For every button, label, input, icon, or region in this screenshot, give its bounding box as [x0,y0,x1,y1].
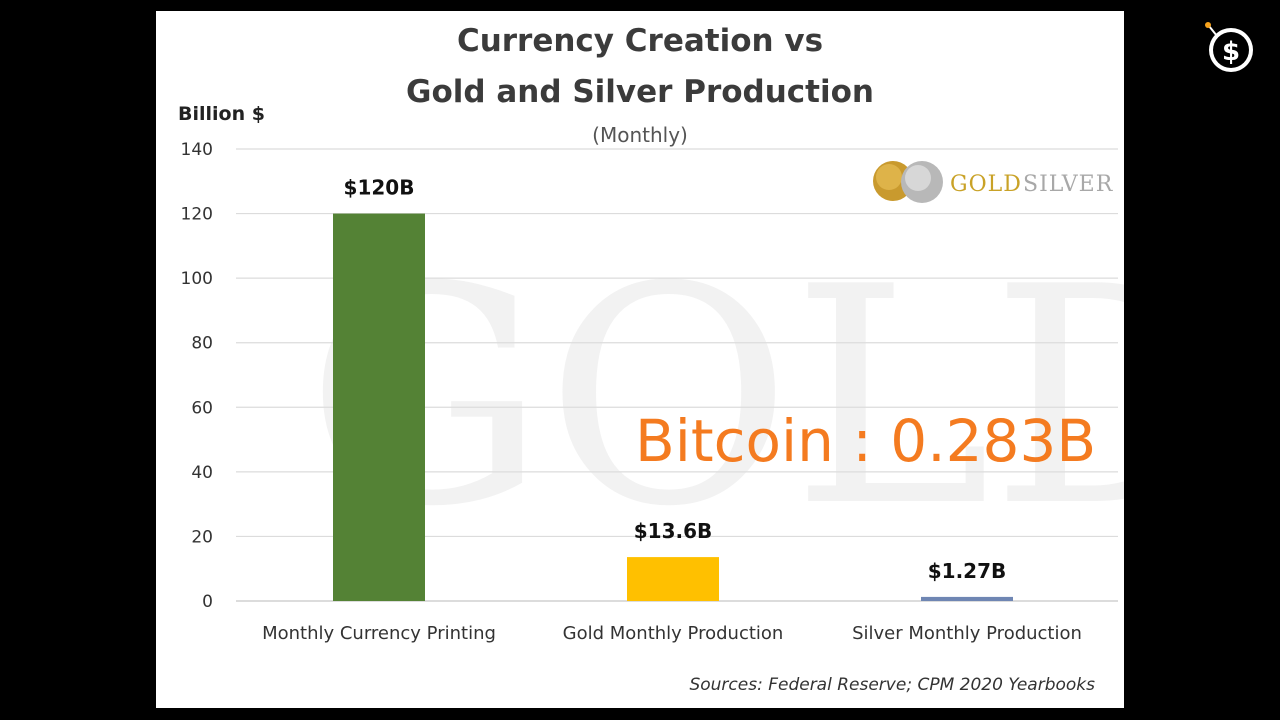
x-tick-label: Gold Monthly Production [563,623,784,644]
chart-subtitle: (Monthly) [592,123,688,147]
bar [333,213,425,602]
data-label: $120B [344,176,415,200]
chart-card: GOLD SILVER Currency Creation vs Gold an… [156,11,1124,708]
y-tick-label: 100 [181,269,213,289]
bar-chart: GOLD SILVER Currency Creation vs Gold an… [178,23,1124,695]
y-tick-labels: 0 20 40 60 80 100 120 140 [181,140,213,612]
source-note: Sources: Federal Reserve; CPM 2020 Yearb… [689,675,1095,695]
watermark-text: GOLD SILVER [306,223,1124,572]
y-tick-label: 0 [202,592,213,612]
chart-title-line-1: Currency Creation vs [457,23,823,59]
bar [627,557,719,601]
y-tick-label: 40 [191,463,213,483]
y-axis-label: Billion $ [178,103,265,125]
x-tick-label: Monthly Currency Printing [262,623,496,644]
y-tick-label: 120 [181,205,213,225]
y-tick-label: 80 [191,334,213,354]
bitcoin-annotation: Bitcoin : 0.283B [635,407,1096,475]
x-tick-label: Silver Monthly Production [852,623,1082,644]
logo-text-silver: SILVER [1023,172,1114,197]
y-tick-label: 20 [191,527,213,547]
data-label: $1.27B [928,559,1007,583]
logo-text-gold: GOLD [950,172,1022,197]
x-tick-labels: Monthly Currency Printing Gold Monthly Pr… [262,623,1082,644]
y-tick-label: 140 [181,140,213,160]
bar [921,596,1013,601]
data-labels: $120B $13.6B $1.27B [344,176,1007,583]
data-label: $13.6B [634,519,713,543]
y-tick-label: 60 [191,398,213,418]
gold-silver-logo: GOLD SILVER [873,161,1114,203]
dollar-bomb-icon: $ [1205,22,1253,72]
svg-text:$: $ [1222,37,1240,67]
bars [333,213,1013,602]
chart-title-line-2: Gold and Silver Production [406,74,874,110]
